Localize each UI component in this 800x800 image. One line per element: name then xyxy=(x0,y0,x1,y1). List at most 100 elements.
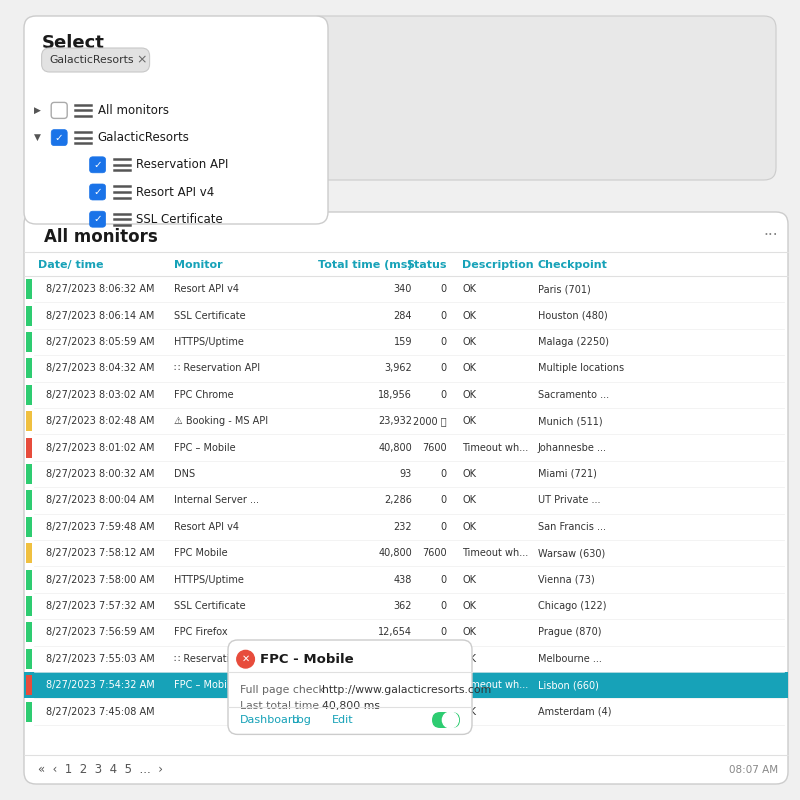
Text: Sacramento ...: Sacramento ... xyxy=(538,390,609,400)
Text: Reservation API: Reservation API xyxy=(136,158,228,171)
Text: 08:07 AM: 08:07 AM xyxy=(730,765,778,774)
Text: Melbourne ...: Melbourne ... xyxy=(538,654,602,664)
Bar xyxy=(26,675,32,695)
Text: OK: OK xyxy=(462,390,477,400)
Text: OK: OK xyxy=(462,654,477,664)
Bar xyxy=(26,649,32,669)
Text: Resort API v4: Resort API v4 xyxy=(174,284,239,294)
Text: OK: OK xyxy=(462,284,477,294)
Text: SSL Certificate: SSL Certificate xyxy=(174,310,246,321)
Circle shape xyxy=(237,650,254,668)
Text: Edit: Edit xyxy=(332,715,354,725)
Text: 0: 0 xyxy=(440,284,446,294)
Text: Last total time: Last total time xyxy=(240,701,319,710)
Text: Timeout wh...: Timeout wh... xyxy=(462,680,529,690)
Text: Miami (721): Miami (721) xyxy=(538,469,597,479)
Text: Resort API v4: Resort API v4 xyxy=(136,186,214,198)
Bar xyxy=(26,438,32,458)
Text: ∷ Reservation API: ∷ Reservation API xyxy=(174,654,261,664)
Text: Timeout wh...: Timeout wh... xyxy=(462,442,529,453)
Text: 8/27/2023 7:58:00 AM: 8/27/2023 7:58:00 AM xyxy=(46,574,155,585)
Text: Johannesbe ...: Johannesbe ... xyxy=(538,442,606,453)
Text: Resort API v4: Resort API v4 xyxy=(174,522,239,532)
Text: Prague (870): Prague (870) xyxy=(538,627,601,638)
Text: OK: OK xyxy=(462,706,477,717)
Text: FPC – Mobile: FPC – Mobile xyxy=(174,442,236,453)
Bar xyxy=(26,596,32,616)
Text: 232: 232 xyxy=(394,522,412,532)
Text: Amsterdam (4): Amsterdam (4) xyxy=(538,706,611,717)
Text: FPC Chrome: FPC Chrome xyxy=(174,390,234,400)
Text: Log: Log xyxy=(292,715,312,725)
Text: 284: 284 xyxy=(394,310,412,321)
Text: GalacticResorts: GalacticResorts xyxy=(50,55,134,65)
Bar xyxy=(26,570,32,590)
Text: ✓: ✓ xyxy=(94,214,102,224)
Text: Status: Status xyxy=(406,260,446,270)
FancyBboxPatch shape xyxy=(228,640,472,734)
Bar xyxy=(26,332,32,352)
FancyBboxPatch shape xyxy=(308,16,776,180)
Text: 8/27/2023 8:00:04 AM: 8/27/2023 8:00:04 AM xyxy=(46,495,154,506)
Text: 8/27/2023 8:04:32 AM: 8/27/2023 8:04:32 AM xyxy=(46,363,155,374)
Text: 8/27/2023 8:06:32 AM: 8/27/2023 8:06:32 AM xyxy=(46,284,155,294)
Text: 0: 0 xyxy=(440,390,446,400)
FancyBboxPatch shape xyxy=(24,16,328,224)
Text: 8/27/2023 7:45:08 AM: 8/27/2023 7:45:08 AM xyxy=(46,706,155,717)
Text: 7600: 7600 xyxy=(422,442,446,453)
FancyBboxPatch shape xyxy=(51,102,67,118)
FancyBboxPatch shape xyxy=(90,157,106,173)
Text: 40,800 ms: 40,800 ms xyxy=(322,701,381,710)
Text: FPC Mobile: FPC Mobile xyxy=(174,548,228,558)
Text: UT Private ...: UT Private ... xyxy=(538,495,600,506)
Text: 8/27/2023 7:57:32 AM: 8/27/2023 7:57:32 AM xyxy=(46,601,155,611)
Text: 0: 0 xyxy=(440,522,446,532)
Text: Dashboard: Dashboard xyxy=(240,715,300,725)
Bar xyxy=(26,464,32,484)
Text: 438: 438 xyxy=(394,574,412,585)
Text: ✓: ✓ xyxy=(94,160,102,170)
Text: ✓: ✓ xyxy=(55,133,63,142)
Text: 8/27/2023 8:06:14 AM: 8/27/2023 8:06:14 AM xyxy=(46,310,154,321)
Text: 0: 0 xyxy=(440,469,446,479)
Text: Total time (ms): Total time (ms) xyxy=(318,260,412,270)
Text: 159: 159 xyxy=(394,337,412,347)
Text: ✓: ✓ xyxy=(94,187,102,197)
Text: OK: OK xyxy=(462,310,477,321)
Text: OK: OK xyxy=(462,363,477,374)
Text: «  ‹  1  2  3  4  5  ...  ›: « ‹ 1 2 3 4 5 ... › xyxy=(38,763,163,776)
Text: Houston (480): Houston (480) xyxy=(538,310,607,321)
Text: 3,962: 3,962 xyxy=(384,363,412,374)
Text: HTTPS/Uptime: HTTPS/Uptime xyxy=(174,337,244,347)
Text: Monitor: Monitor xyxy=(174,260,223,270)
FancyBboxPatch shape xyxy=(51,130,67,146)
Text: ✕: ✕ xyxy=(242,654,250,664)
Text: FPC – Mobile: FPC – Mobile xyxy=(174,680,236,690)
Text: 40,800: 40,800 xyxy=(378,680,412,690)
Text: 7600: 7600 xyxy=(422,680,446,690)
Text: OK: OK xyxy=(462,495,477,506)
Text: 8/27/2023 8:03:02 AM: 8/27/2023 8:03:02 AM xyxy=(46,390,155,400)
Text: Lisbon (660): Lisbon (660) xyxy=(538,680,598,690)
Bar xyxy=(26,543,32,563)
Text: SSL Certificate: SSL Certificate xyxy=(174,601,246,611)
Text: Chicago (122): Chicago (122) xyxy=(538,601,606,611)
FancyBboxPatch shape xyxy=(90,211,106,227)
Text: Timeout wh...: Timeout wh... xyxy=(462,548,529,558)
Text: SSL Certificate: SSL Certificate xyxy=(136,213,222,226)
Text: Malaga (2250): Malaga (2250) xyxy=(538,337,609,347)
Bar xyxy=(24,672,788,698)
Text: 8/27/2023 8:02:48 AM: 8/27/2023 8:02:48 AM xyxy=(46,416,155,426)
Text: Internal Server ...: Internal Server ... xyxy=(174,495,259,506)
Text: http://www.galacticresorts.com: http://www.galacticresorts.com xyxy=(322,685,492,694)
Text: OK: OK xyxy=(462,601,477,611)
Bar xyxy=(26,702,32,722)
Text: 8/27/2023 8:05:59 AM: 8/27/2023 8:05:59 AM xyxy=(46,337,155,347)
Text: Checkpoint: Checkpoint xyxy=(538,260,607,270)
FancyBboxPatch shape xyxy=(24,212,788,784)
Text: Warsaw (630): Warsaw (630) xyxy=(538,548,605,558)
FancyBboxPatch shape xyxy=(432,712,460,728)
Text: Paris (701): Paris (701) xyxy=(538,284,590,294)
Text: OK: OK xyxy=(462,627,477,638)
Text: OK: OK xyxy=(462,337,477,347)
